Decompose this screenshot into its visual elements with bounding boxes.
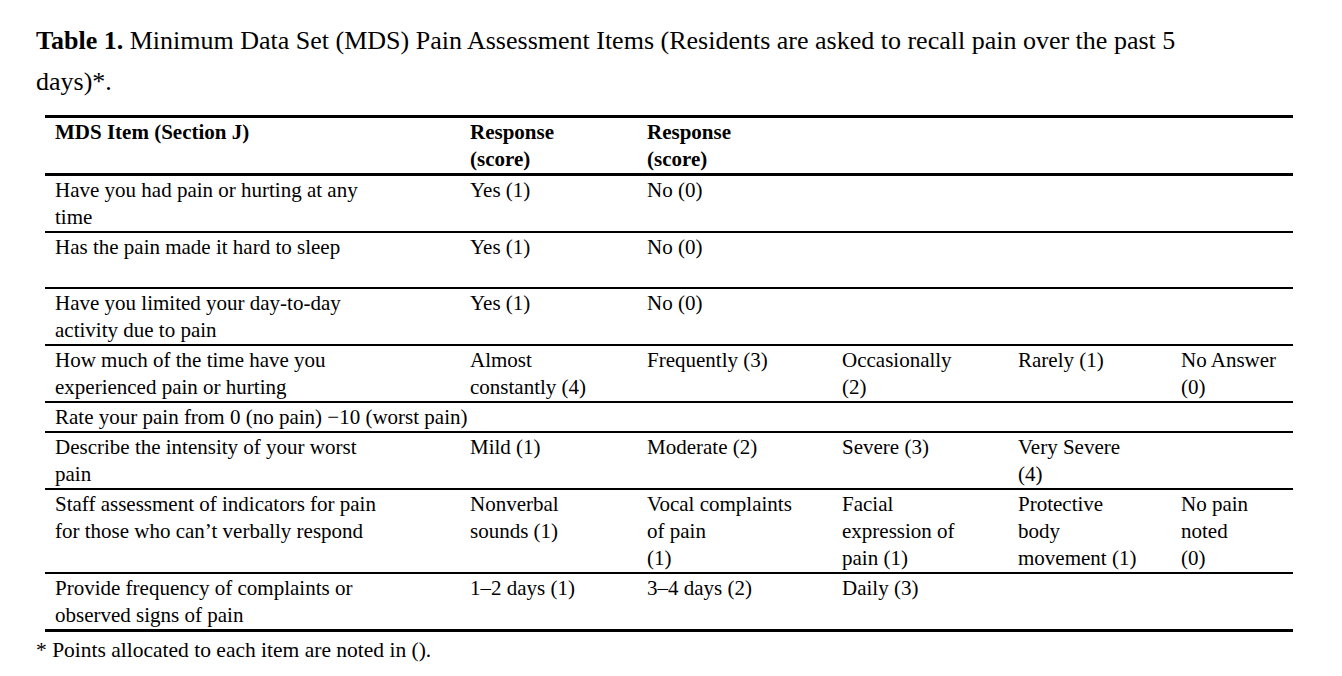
response-cell: Moderate (2) bbox=[637, 432, 832, 489]
table-row-limited-activity: Have you limited your day-to-day activit… bbox=[45, 288, 1293, 345]
item-cell: Have you had pain or hurting at any time bbox=[45, 175, 460, 233]
column-header-empty-2 bbox=[1008, 117, 1171, 175]
response-cell: No (0) bbox=[637, 288, 832, 345]
column-header-response-1: Response (score) bbox=[460, 117, 637, 175]
table-row-staff-assessment: Staff assessment of indicators for pain … bbox=[45, 489, 1293, 573]
response-cell: Almost constantly (4) bbox=[460, 345, 637, 402]
mds-pain-assessment-table: MDS Item (Section J)Response (score)Resp… bbox=[45, 115, 1293, 632]
response-cell: No pain noted (0) bbox=[1171, 489, 1293, 573]
response-cell bbox=[1008, 288, 1171, 345]
response-cell: Yes (1) bbox=[460, 288, 637, 345]
item-cell: Describe the intensity of your worst pai… bbox=[45, 432, 460, 489]
table-footnote: * Points allocated to each item are note… bbox=[36, 637, 1342, 664]
table-row-worst-pain-intensity: Describe the intensity of your worst pai… bbox=[45, 432, 1293, 489]
response-cell: 3–4 days (2) bbox=[637, 573, 832, 631]
response-cell: Very Severe (4) bbox=[1008, 432, 1171, 489]
response-cell bbox=[1171, 573, 1293, 631]
item-cell: Has the pain made it hard to sleep bbox=[45, 232, 460, 288]
response-cell bbox=[1171, 432, 1293, 489]
table-row-frequency-of-complaints: Provide frequency of complaints or obser… bbox=[45, 573, 1293, 631]
item-cell: Have you limited your day-to-day activit… bbox=[45, 288, 460, 345]
item-cell: Staff assessment of indicators for pain … bbox=[45, 489, 460, 573]
response-cell bbox=[832, 288, 1008, 345]
response-cell: Mild (1) bbox=[460, 432, 637, 489]
item-cell-full-span: Rate your pain from 0 (no pain) −10 (wor… bbox=[45, 402, 1293, 432]
table-row-time-experienced-pain: How much of the time have you experience… bbox=[45, 345, 1293, 402]
column-header-empty-3 bbox=[1171, 117, 1293, 175]
response-cell bbox=[832, 175, 1008, 233]
response-cell: Severe (3) bbox=[832, 432, 1008, 489]
response-cell bbox=[1008, 175, 1171, 233]
table-title: Table 1. Minimum Data Set (MDS) Pain Ass… bbox=[36, 20, 1334, 102]
response-cell: Frequently (3) bbox=[637, 345, 832, 402]
response-cell bbox=[1171, 232, 1293, 288]
response-cell: Vocal complaints of pain (1) bbox=[637, 489, 832, 573]
response-cell bbox=[1171, 288, 1293, 345]
column-header-empty-1 bbox=[832, 117, 1008, 175]
item-cell: Provide frequency of complaints or obser… bbox=[45, 573, 460, 631]
response-cell: Rarely (1) bbox=[1008, 345, 1171, 402]
response-cell: Occasionally (2) bbox=[832, 345, 1008, 402]
table-row-rate-your-pain: Rate your pain from 0 (no pain) −10 (wor… bbox=[45, 402, 1293, 432]
response-cell: Nonverbal sounds (1) bbox=[460, 489, 637, 573]
column-header-response-2: Response (score) bbox=[637, 117, 832, 175]
table-row-hard-to-sleep: Has the pain made it hard to sleepYes (1… bbox=[45, 232, 1293, 288]
header-row: MDS Item (Section J)Response (score)Resp… bbox=[45, 117, 1293, 175]
response-cell: No Answer (0) bbox=[1171, 345, 1293, 402]
response-cell: Facial expression of pain (1) bbox=[832, 489, 1008, 573]
response-cell: 1–2 days (1) bbox=[460, 573, 637, 631]
item-cell: How much of the time have you experience… bbox=[45, 345, 460, 402]
response-cell: Protective body movement (1) bbox=[1008, 489, 1171, 573]
response-cell: No (0) bbox=[637, 175, 832, 233]
response-cell bbox=[1008, 573, 1171, 631]
response-cell: Yes (1) bbox=[460, 175, 637, 233]
response-cell bbox=[1171, 175, 1293, 233]
column-header-mds-item: MDS Item (Section J) bbox=[45, 117, 460, 175]
table-title-text: Minimum Data Set (MDS) Pain Assessment I… bbox=[36, 26, 1175, 96]
response-cell bbox=[1008, 232, 1171, 288]
response-cell: No (0) bbox=[637, 232, 832, 288]
response-cell: Daily (3) bbox=[832, 573, 1008, 631]
table-title-label: Table 1. bbox=[36, 26, 123, 55]
table-row-pain-any-time: Have you had pain or hurting at any time… bbox=[45, 175, 1293, 233]
response-cell: Yes (1) bbox=[460, 232, 637, 288]
response-cell bbox=[832, 232, 1008, 288]
